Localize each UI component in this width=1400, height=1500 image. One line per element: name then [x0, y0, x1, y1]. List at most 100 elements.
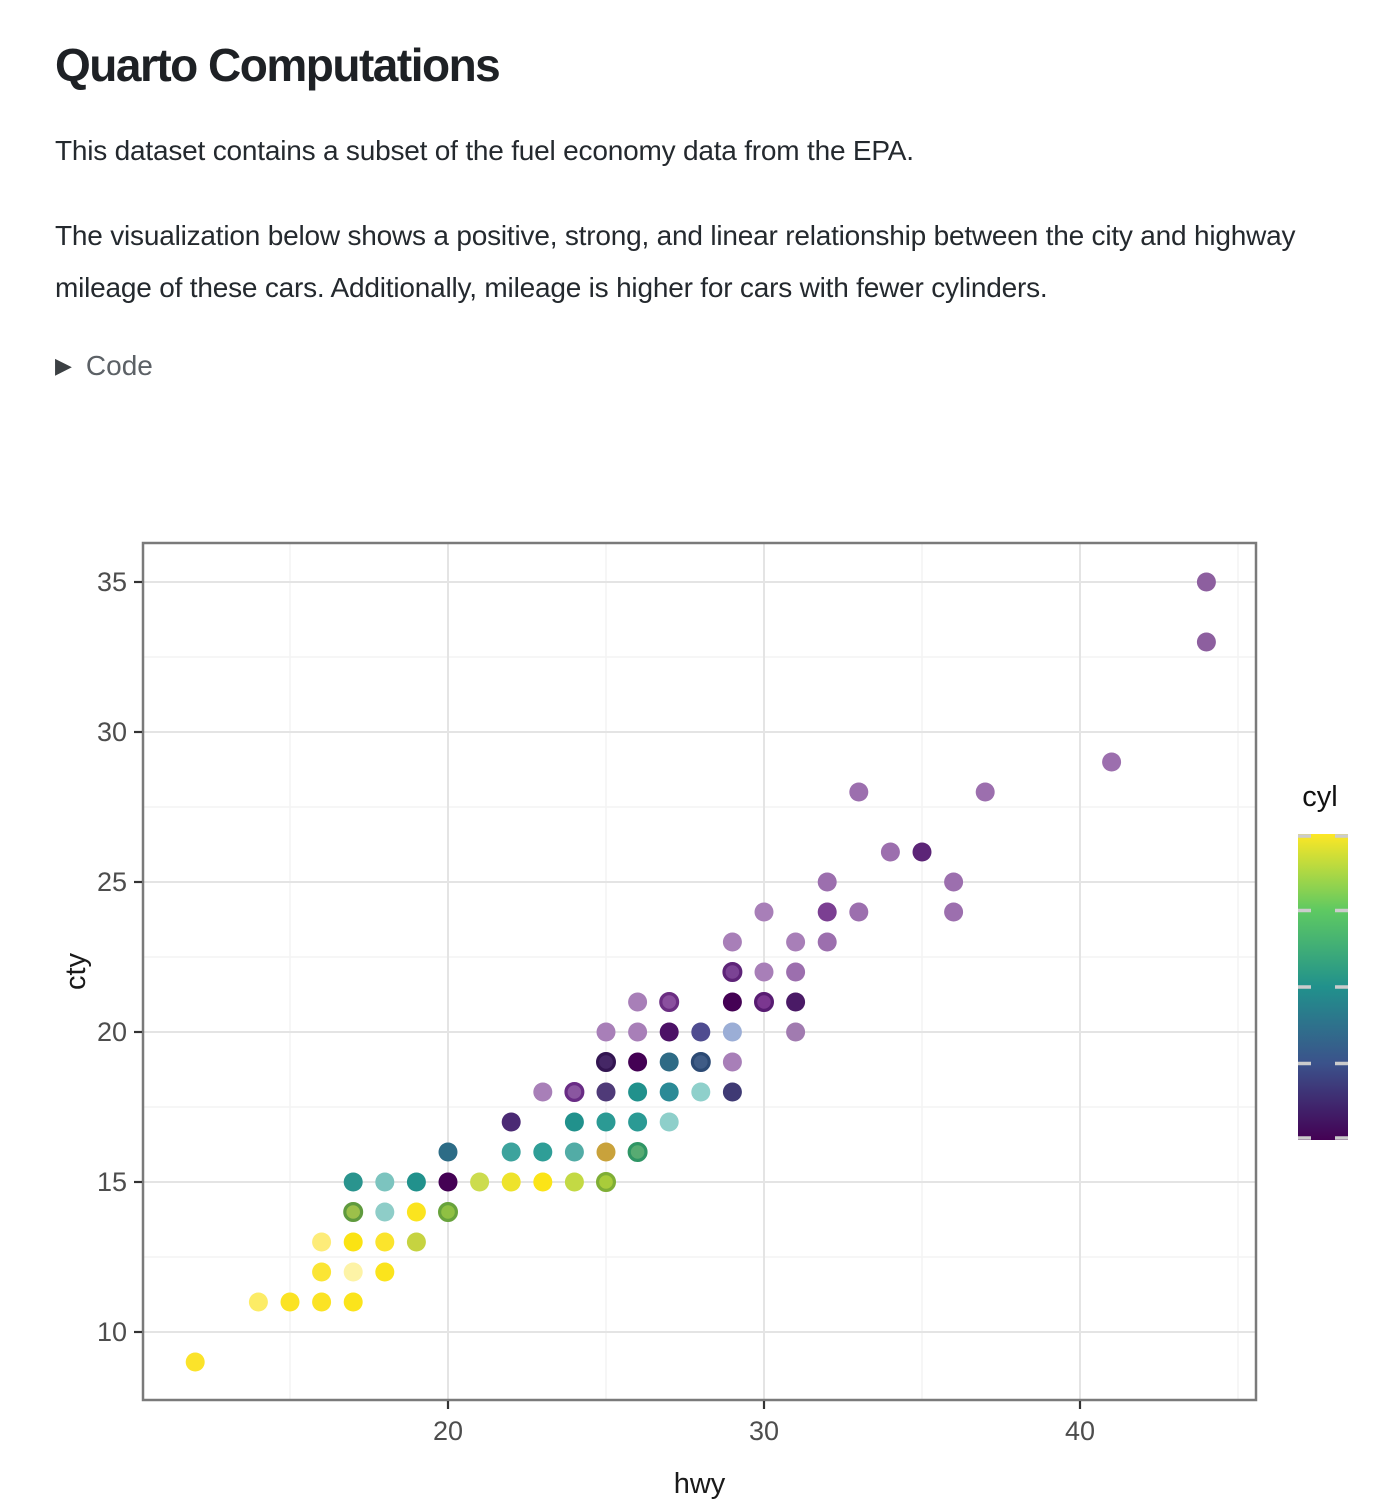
data-point — [185, 1352, 205, 1372]
data-point — [596, 1142, 616, 1162]
document: Quarto Computations This dataset contain… — [0, 38, 1400, 382]
data-point — [312, 1262, 332, 1282]
y-tick-label: 10 — [97, 1317, 127, 1347]
data-point — [659, 992, 680, 1013]
data-point — [786, 962, 806, 982]
data-point — [406, 1202, 426, 1222]
data-point — [564, 1172, 584, 1192]
data-point — [628, 1052, 648, 1072]
scatter-plot-figure: 20 30 40 10 15 20 25 30 35 hwy cty cyl — [60, 541, 1348, 1500]
data-point — [817, 902, 837, 922]
data-point — [438, 1201, 459, 1222]
data-point — [280, 1292, 300, 1312]
data-point — [659, 1052, 679, 1072]
data-point — [628, 1112, 648, 1132]
data-point — [248, 1292, 268, 1312]
panel-border — [141, 541, 1258, 1402]
code-fold-label: Code — [85, 350, 153, 381]
gridlines-minor — [143, 543, 1256, 1400]
data-point — [343, 1201, 364, 1222]
x-tick-label: 40 — [1065, 1416, 1095, 1446]
data-point — [533, 1142, 553, 1162]
data-point — [406, 1172, 426, 1192]
data-point — [722, 962, 743, 983]
data-point — [849, 782, 869, 802]
data-point — [595, 1171, 616, 1192]
data-point — [944, 872, 964, 892]
data-point — [375, 1232, 395, 1252]
data-point — [501, 1112, 521, 1132]
data-point — [628, 992, 648, 1012]
data-point — [343, 1262, 363, 1282]
plot-panel — [143, 543, 1256, 1400]
data-point — [722, 1022, 742, 1042]
data-point — [596, 1082, 616, 1102]
data-point — [596, 1022, 616, 1042]
data-point — [438, 1172, 458, 1192]
y-tick-label: 25 — [97, 867, 127, 897]
figure-container: 20 30 40 10 15 20 25 30 35 hwy cty cyl — [0, 508, 1400, 1500]
data-point — [375, 1172, 395, 1192]
data-point — [754, 902, 774, 922]
data-point — [343, 1292, 363, 1312]
data-point — [533, 1172, 553, 1192]
data-point — [817, 932, 837, 952]
data-point — [375, 1202, 395, 1222]
data-point — [975, 782, 995, 802]
data-point — [343, 1232, 363, 1252]
data-point — [1196, 572, 1216, 592]
data-point — [753, 992, 774, 1013]
data-point — [817, 872, 837, 892]
data-point — [533, 1082, 553, 1102]
data-point — [627, 1141, 648, 1162]
data-point — [659, 1112, 679, 1132]
data-point — [595, 1051, 616, 1072]
data-point — [786, 992, 806, 1012]
data-point — [470, 1172, 490, 1192]
data-point — [722, 932, 742, 952]
data-point — [312, 1232, 332, 1252]
axes: 20 30 40 10 15 20 25 30 35 — [97, 567, 1095, 1446]
data-point — [722, 1082, 742, 1102]
page-title: Quarto Computations — [55, 39, 501, 91]
data-point — [564, 1112, 584, 1132]
data-point — [722, 992, 742, 1012]
chevron-right-icon: ▶ — [55, 353, 72, 378]
data-point — [849, 902, 869, 922]
y-axis-title: cty — [60, 952, 92, 990]
data-point — [786, 1022, 806, 1042]
data-point — [438, 1142, 458, 1162]
code-fold-toggle[interactable]: ▶ Code — [55, 350, 153, 382]
legend-title: cyl — [1302, 781, 1337, 813]
x-axis-title: hwy — [674, 1468, 726, 1500]
y-tick-label: 20 — [97, 1017, 127, 1047]
data-point — [912, 842, 932, 862]
x-tick-label: 30 — [749, 1416, 779, 1446]
data-point — [564, 1142, 584, 1162]
data-point — [659, 1082, 679, 1102]
data-point — [406, 1232, 426, 1252]
data-point — [722, 1052, 742, 1072]
data-point — [501, 1172, 521, 1192]
data-point — [786, 932, 806, 952]
data-point — [880, 842, 900, 862]
data-point — [501, 1142, 521, 1162]
data-point — [690, 1051, 711, 1072]
legend-colorbar: cyl — [1298, 781, 1348, 1140]
y-tick-label: 30 — [97, 717, 127, 747]
x-tick-label: 20 — [433, 1416, 463, 1446]
data-point — [691, 1022, 711, 1042]
data-point — [659, 1022, 679, 1042]
data-point — [564, 1081, 585, 1102]
data-points — [185, 572, 1216, 1372]
data-point — [312, 1292, 332, 1312]
data-point — [628, 1082, 648, 1102]
paragraph-description: The visualization below shows a positive… — [55, 220, 1296, 303]
data-point — [628, 1022, 648, 1042]
data-point — [691, 1082, 711, 1102]
data-point — [944, 902, 964, 922]
paragraph-intro: This dataset contains a subset of the fu… — [55, 135, 914, 166]
y-tick-label: 15 — [97, 1167, 127, 1197]
data-point — [375, 1262, 395, 1282]
data-point — [596, 1112, 616, 1132]
